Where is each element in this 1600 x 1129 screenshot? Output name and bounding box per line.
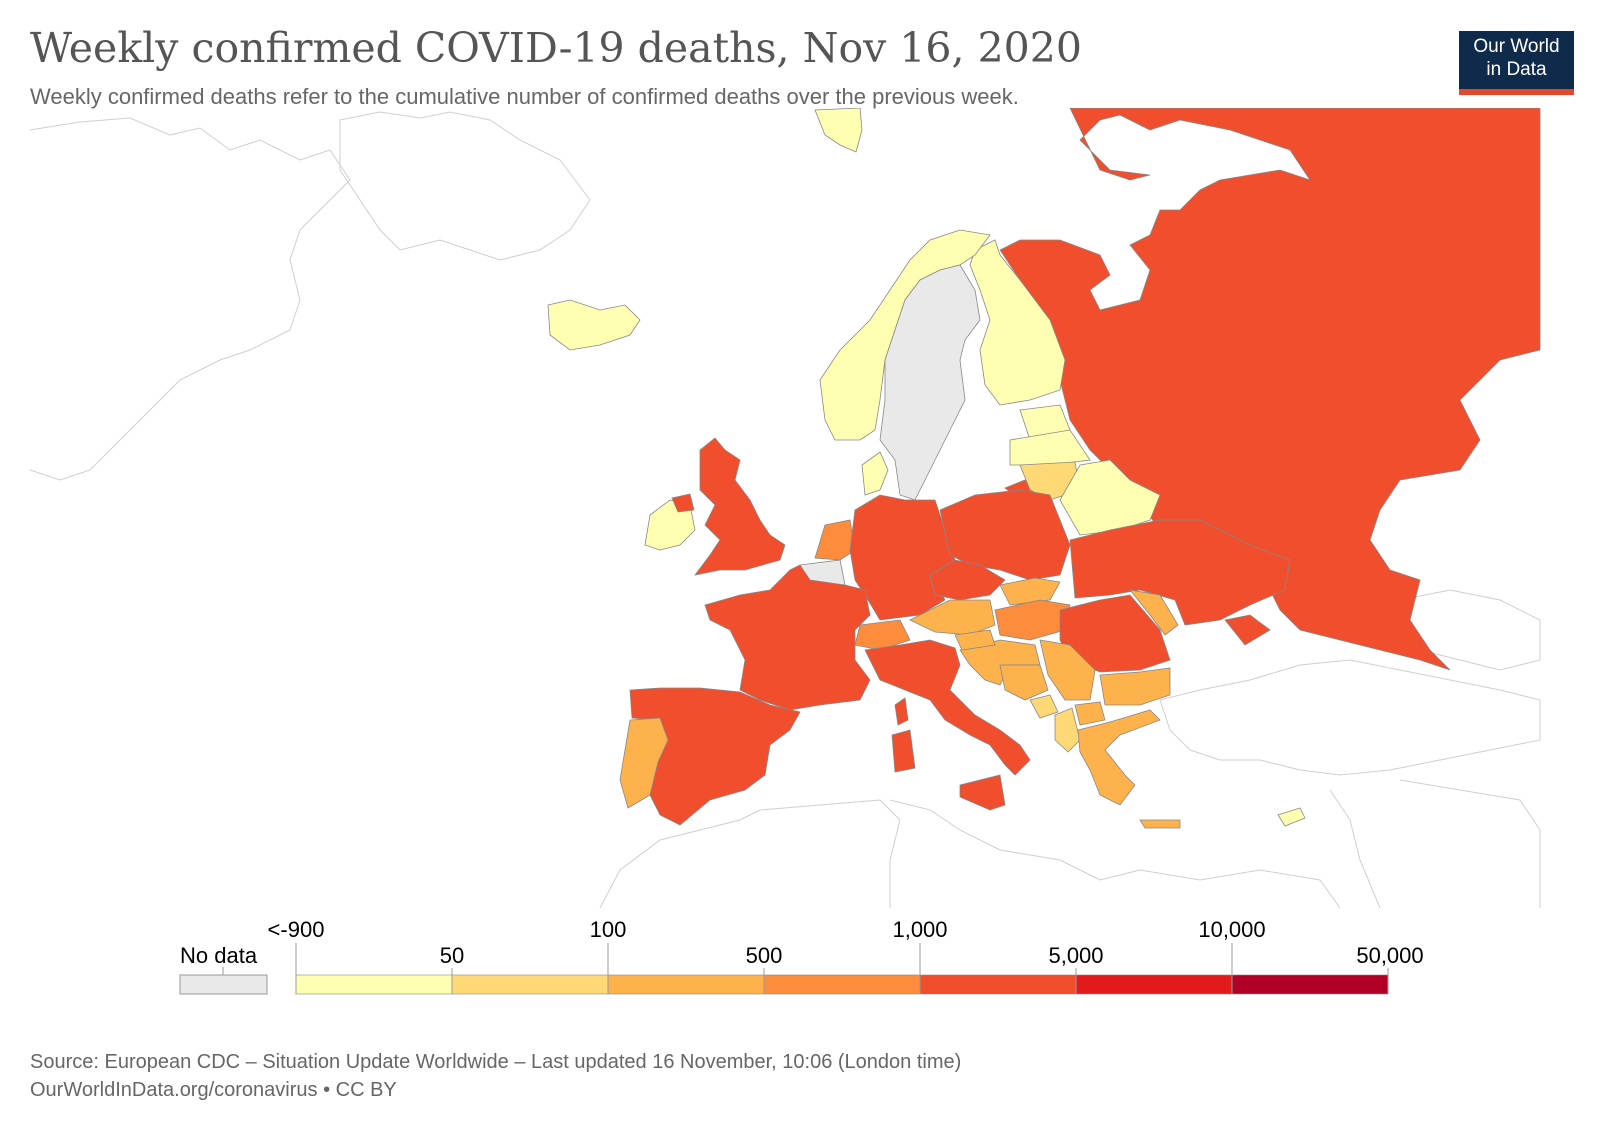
legend-upper-label-1: 100 [590, 917, 627, 942]
sweden[interactable] [879, 264, 981, 501]
legend-bin-2[interactable] [607, 974, 765, 995]
legend-upper-label-2: 1,000 [892, 917, 947, 942]
tunisia-libya-outline [889, 799, 1341, 908]
greece[interactable] [1077, 709, 1161, 806]
legend-bin-4[interactable] [919, 974, 1077, 995]
belarus[interactable] [1059, 459, 1161, 536]
svalbard[interactable] [814, 108, 863, 153]
cyprus[interactable] [1277, 807, 1306, 827]
montenegro[interactable] [1029, 694, 1059, 719]
levant-outline [1329, 789, 1381, 908]
sicily[interactable] [959, 774, 1006, 811]
greenland-outline [29, 117, 351, 481]
austria[interactable] [909, 599, 996, 636]
legend-lower-label-2: 5,000 [1048, 943, 1103, 968]
slovakia[interactable] [999, 577, 1061, 606]
moldova[interactable] [1129, 589, 1179, 636]
northern-ireland[interactable] [671, 493, 695, 513]
slovenia[interactable] [954, 629, 996, 651]
source-line-1: Source: European CDC – Situation Update … [30, 1051, 962, 1073]
legend-bin-3[interactable] [763, 974, 921, 995]
switzerland[interactable] [854, 619, 911, 651]
legend-bin-5[interactable] [1075, 974, 1233, 995]
albania[interactable] [1054, 707, 1081, 753]
crete[interactable] [1139, 819, 1181, 829]
source-note: Source: European CDC – Situation Update … [30, 1048, 961, 1104]
morocco-outline [599, 809, 761, 908]
bosnia-herzegovina[interactable] [999, 664, 1049, 701]
czechia[interactable] [929, 559, 1006, 601]
legend-ticks [295, 943, 1389, 994]
logo-line-2: in Data [1486, 59, 1547, 80]
arctic-islands-outline [339, 111, 591, 261]
legend-bin-6[interactable] [1231, 974, 1389, 995]
france[interactable] [704, 564, 871, 711]
netherlands[interactable] [814, 519, 856, 561]
serbia[interactable] [1039, 639, 1096, 701]
sardinia[interactable] [891, 729, 916, 773]
logo-line-1: Our World [1473, 36, 1560, 57]
crimea[interactable] [1224, 614, 1271, 646]
no-data-swatch [179, 974, 268, 995]
bulgaria[interactable] [1099, 667, 1171, 706]
legend-upper-label-0: <-900 [268, 917, 325, 942]
europe-map [29, 108, 1541, 908]
iraq-outline [1399, 779, 1541, 908]
legend-bins [295, 974, 1389, 995]
legend-lower-label-3: 50,000 [1356, 943, 1423, 968]
north-macedonia[interactable] [1074, 701, 1106, 726]
united-kingdom[interactable] [694, 437, 786, 576]
algeria-outline [759, 799, 901, 908]
chart-subtitle: Weekly confirmed deaths refer to the cum… [30, 84, 1019, 109]
legend-upper-label-3: 10,000 [1198, 917, 1265, 942]
portugal[interactable] [619, 717, 669, 809]
chart-title: Weekly confirmed COVID-19 deaths, Nov 16… [30, 24, 1082, 72]
legend-lower-label-1: 500 [746, 943, 783, 968]
legend-bin-0[interactable] [295, 974, 453, 995]
legend-bin-1[interactable] [451, 974, 609, 995]
iceland[interactable] [547, 299, 641, 351]
italy[interactable] [864, 639, 1031, 776]
legend-lower-label-0: 50 [440, 943, 464, 968]
finland[interactable] [969, 239, 1066, 406]
turkey-outline [1159, 659, 1541, 776]
ukraine[interactable] [1069, 519, 1291, 626]
corsica[interactable] [894, 697, 909, 726]
no-data-label: No data [180, 943, 258, 968]
owid-logo[interactable]: Our World in Data [1459, 31, 1574, 95]
denmark[interactable] [861, 451, 889, 496]
source-line-2[interactable]: OurWorldInData.org/coronavirus • CC BY [30, 1079, 397, 1101]
